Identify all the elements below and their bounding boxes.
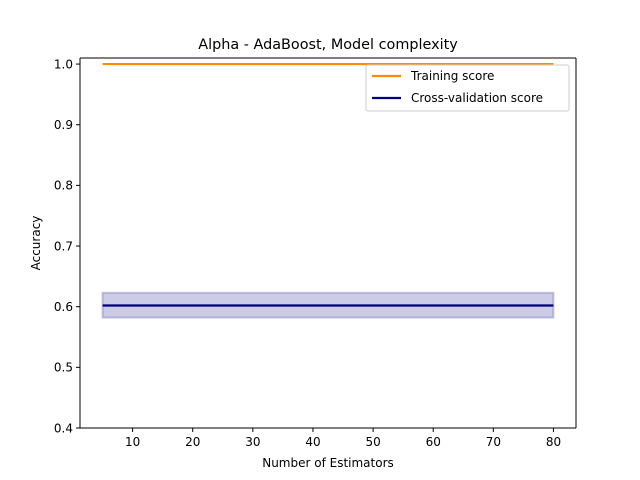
- x-tick-label: 70: [486, 435, 501, 449]
- x-tick-label: 20: [185, 435, 200, 449]
- x-tick-label: 80: [546, 435, 561, 449]
- legend-label-training-score: Training score: [410, 69, 494, 83]
- y-tick-label: 0.4: [54, 421, 73, 435]
- x-tick-label: 40: [305, 435, 320, 449]
- y-tick-label: 0.9: [54, 118, 73, 132]
- y-tick-label: 0.5: [54, 361, 73, 375]
- legend: Training score Cross-validation score: [365, 64, 570, 112]
- y-tick-label: 0.7: [54, 239, 73, 253]
- x-tick-label: 10: [125, 435, 140, 449]
- legend-box: [365, 64, 570, 112]
- x-tick-label: 50: [365, 435, 380, 449]
- chart-title: Alpha - AdaBoost, Model complexity: [198, 37, 458, 53]
- x-axis-label: Number of Estimators: [262, 456, 394, 470]
- x-tick-label: 30: [245, 435, 260, 449]
- x-axis-ticks: 10 20 30 40 50 60 70 80: [125, 428, 561, 449]
- y-tick-label: 0.6: [54, 300, 73, 314]
- y-tick-label: 1.0: [54, 57, 73, 71]
- y-axis-ticks: 0.4 0.5 0.6 0.7 0.8 0.9 1.0: [54, 57, 80, 435]
- x-tick-label: 60: [426, 435, 441, 449]
- legend-label-cross-validation-score: Cross-validation score: [411, 91, 543, 105]
- plot-area-background: [80, 58, 576, 428]
- y-axis-label: Accuracy: [29, 216, 43, 271]
- y-tick-label: 0.8: [54, 179, 73, 193]
- series-lines: [102, 62, 554, 307]
